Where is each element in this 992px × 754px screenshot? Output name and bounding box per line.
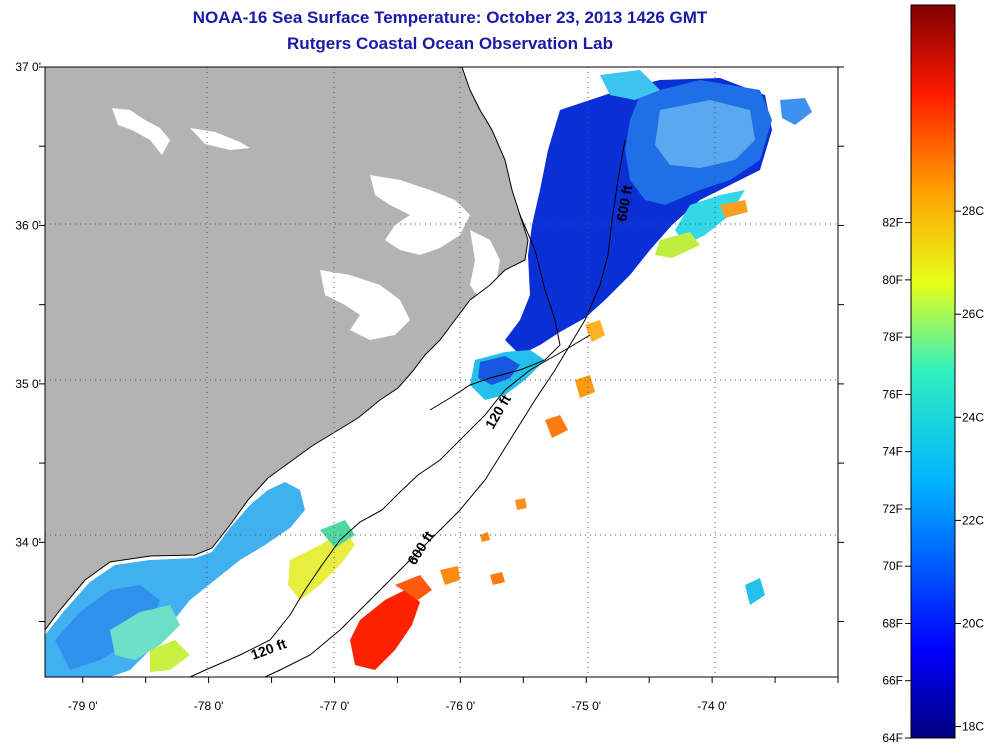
colorbar-label-c: 28C [962, 204, 984, 218]
colorbar-label-f: 66F [882, 674, 903, 688]
lat-label: 34 0' [15, 535, 41, 549]
colorbar-label-f: 74F [882, 445, 903, 459]
colorbar-label-c: 26C [962, 307, 984, 321]
colorbar [910, 4, 956, 739]
colorbar-celsius-labels: 28C 26C 24C 22C 20C 18C [955, 204, 984, 734]
colorbar-label-f: 82F [882, 216, 903, 230]
colorbar-label-f: 64F [882, 731, 903, 745]
colorbar-label-f: 80F [882, 273, 903, 287]
contour-600ft [264, 139, 626, 677]
latitude-labels: 37 0' 36 0' 35 0' 34 0' [15, 60, 41, 549]
contour-label-600ft-north: 600 ft [613, 183, 635, 222]
lat-label: 37 0' [15, 60, 41, 74]
chart-title: NOAA-16 Sea Surface Temperature: October… [192, 8, 708, 27]
map-frame [44, 66, 839, 678]
colorbar-label-c: 20C [962, 616, 984, 630]
lat-label: 36 0' [15, 218, 41, 232]
map-grid [45, 67, 838, 677]
chart-subtitle: Rutgers Coastal Ocean Observation Lab [287, 34, 613, 53]
lon-label: -79 0' [68, 699, 98, 713]
lon-label: -76 0' [446, 699, 476, 713]
contour-120ft [189, 334, 591, 677]
longitude-labels: -79 0' -78 0' -77 0' -76 0' -75 0' -74 0' [68, 699, 727, 713]
colorbar-label-c: 24C [962, 410, 984, 424]
colorbar-label-f: 78F [882, 330, 903, 344]
lat-label: 35 0' [15, 377, 41, 391]
lon-label: -74 0' [697, 699, 727, 713]
colorbar-label-f: 76F [882, 387, 903, 401]
lon-label: -75 0' [571, 699, 601, 713]
lon-label: -78 0' [194, 699, 224, 713]
colorbar-label-f: 68F [882, 616, 903, 630]
colorbar-label-c: 18C [962, 720, 984, 734]
colorbar-fahrenheit-labels: 82F 80F 78F 76F 74F 72F 70F 68F 66F 64F [882, 216, 911, 745]
colorbar-label-f: 72F [882, 502, 903, 516]
lon-label: -77 0' [320, 699, 350, 713]
colorbar-label-f: 70F [882, 559, 903, 573]
colorbar-label-c: 22C [962, 513, 984, 527]
sst-field [45, 70, 812, 677]
